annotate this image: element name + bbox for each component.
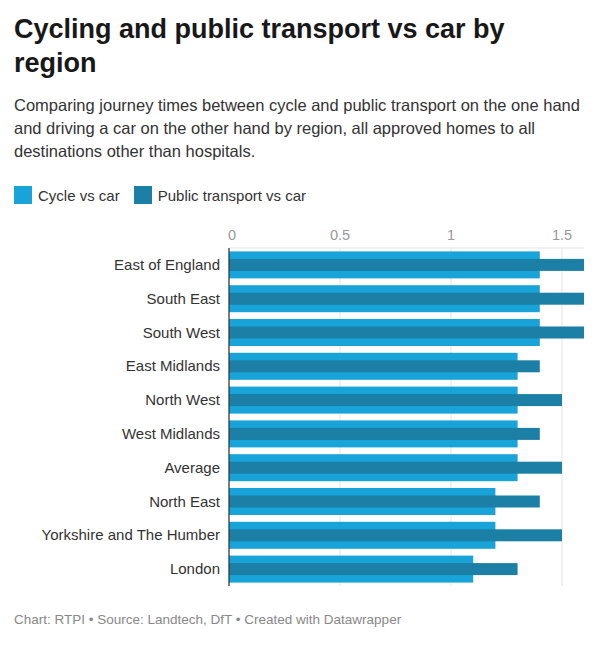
grid-line (229, 248, 230, 586)
tick-label: 0 (228, 227, 236, 243)
tick-label: 1 (447, 227, 455, 243)
axis-line (229, 248, 584, 249)
bar (229, 462, 562, 474)
bar (229, 394, 562, 406)
legend-label: Cycle vs car (38, 187, 120, 204)
legend-swatch (14, 186, 32, 204)
category-label: North East (149, 493, 221, 510)
bar (229, 327, 584, 339)
legend-label: Public transport vs car (158, 187, 306, 204)
bar (229, 259, 584, 271)
baseline (228, 248, 229, 586)
source: Chart: RTPI • Source: Landtech, DfT • Cr… (14, 612, 401, 627)
legend-swatch (134, 186, 152, 204)
bar (229, 428, 540, 440)
category-label: Yorkshire and The Humber (42, 526, 220, 543)
bar (229, 529, 562, 541)
bars (229, 251, 584, 582)
tick-label: 0.5 (330, 227, 350, 243)
category-label: London (170, 560, 220, 577)
category-label: East Midlands (126, 357, 220, 374)
bar (229, 293, 584, 305)
category-label: West Midlands (122, 425, 220, 442)
category-label: North West (145, 391, 221, 408)
tick-label: 1.5 (552, 227, 572, 243)
title: Cycling and public transport vs car by r… (14, 12, 584, 80)
category-label: South East (147, 290, 221, 307)
bar (229, 360, 540, 372)
category-label: South West (143, 324, 221, 341)
legend-item: Cycle vs car (14, 186, 120, 204)
bar (229, 496, 540, 508)
legend: Cycle vs car Public transport vs car (14, 186, 306, 204)
category-label: East of England (114, 256, 220, 273)
chart: 0 0.5 1 1.5 East of England South East South W… (0, 0, 600, 645)
bar (229, 563, 518, 575)
category-label: Average (164, 459, 220, 476)
legend-item: Public transport vs car (134, 186, 306, 204)
subtitle: Comparing journey times between cycle an… (14, 94, 589, 163)
